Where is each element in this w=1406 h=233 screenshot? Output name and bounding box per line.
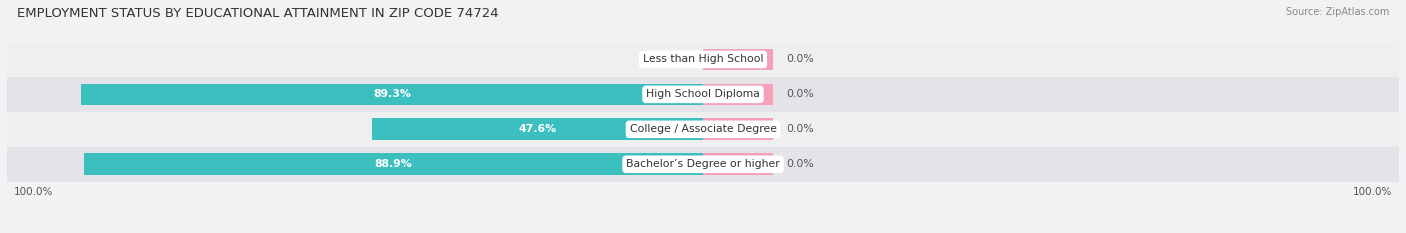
Text: 89.3%: 89.3% — [374, 89, 411, 99]
Text: Bachelor’s Degree or higher: Bachelor’s Degree or higher — [626, 159, 780, 169]
Bar — [7, 77, 1399, 112]
Text: 100.0%: 100.0% — [1353, 187, 1392, 197]
Text: Less than High School: Less than High School — [643, 55, 763, 64]
Bar — [703, 49, 773, 70]
Bar — [7, 42, 1399, 77]
Text: Source: ZipAtlas.com: Source: ZipAtlas.com — [1285, 7, 1389, 17]
Text: 0.0%: 0.0% — [786, 89, 814, 99]
Text: 100.0%: 100.0% — [14, 187, 53, 197]
Text: 88.9%: 88.9% — [375, 159, 412, 169]
Text: 0.0%: 0.0% — [786, 55, 814, 64]
Bar — [371, 118, 703, 140]
Text: 0.0%: 0.0% — [786, 124, 814, 134]
Bar — [82, 84, 703, 105]
Text: High School Diploma: High School Diploma — [647, 89, 759, 99]
Bar — [703, 154, 773, 175]
Bar — [703, 118, 773, 140]
Bar — [7, 147, 1399, 182]
Text: 0.0%: 0.0% — [786, 159, 814, 169]
Bar — [7, 112, 1399, 147]
Bar — [703, 84, 773, 105]
Text: 0.0%: 0.0% — [654, 55, 682, 64]
Bar — [84, 154, 703, 175]
Text: 47.6%: 47.6% — [519, 124, 557, 134]
Text: EMPLOYMENT STATUS BY EDUCATIONAL ATTAINMENT IN ZIP CODE 74724: EMPLOYMENT STATUS BY EDUCATIONAL ATTAINM… — [17, 7, 499, 20]
Text: College / Associate Degree: College / Associate Degree — [630, 124, 776, 134]
